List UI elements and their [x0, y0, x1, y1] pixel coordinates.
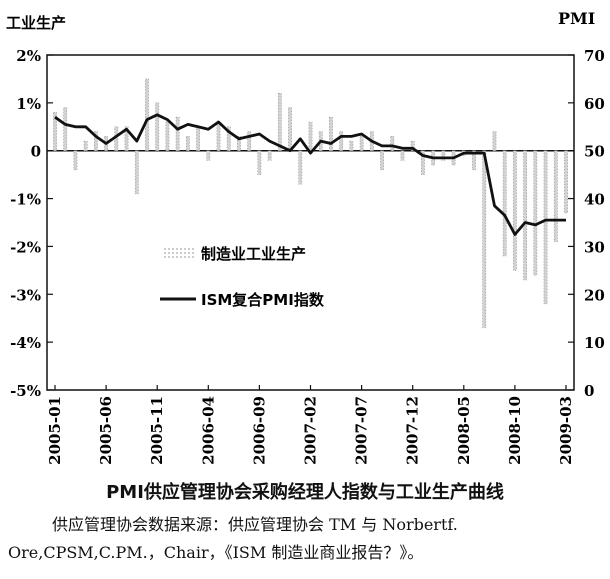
bar — [175, 116, 180, 152]
x-tick-label: 2008-10 — [506, 396, 524, 465]
legend-bar-swatch — [164, 248, 196, 258]
bar — [155, 102, 160, 152]
bar — [63, 107, 68, 152]
plot-frame — [46, 54, 575, 391]
legend-label-industrial-production: 制造业工业生产 — [201, 245, 306, 263]
pmi-series-line — [54, 113, 566, 236]
bar — [185, 136, 190, 152]
bar — [308, 121, 313, 152]
bar — [523, 150, 528, 281]
bar — [216, 121, 221, 152]
y-left-tick-label: -4% — [10, 334, 41, 352]
y-left-tick-label: 1% — [16, 95, 41, 113]
source-line-2: Ore,CPSM,C.PM.，Chair，《ISM 制造业商业报告？》。 — [8, 543, 424, 562]
bar — [349, 140, 354, 152]
chart-title: PMI供应管理协会采购经理人指数与工业生产曲线 — [106, 482, 504, 503]
bar — [380, 150, 384, 171]
legend: 制造业工业生产 ISM复合PMI指数 — [160, 245, 325, 309]
bar — [339, 131, 344, 152]
source-line-1: 供应管理协会数据来源：供应管理协会 TM 与 Norbertf. — [52, 515, 458, 534]
bar — [298, 150, 303, 185]
bar — [472, 150, 476, 171]
y-left-tick-label: -1% — [10, 191, 41, 209]
bar — [247, 131, 252, 152]
x-tick-label: 2006-04 — [199, 396, 217, 465]
bar — [533, 150, 538, 276]
y-right-tick-label: 30 — [584, 238, 605, 256]
x-tick-label: 2007-07 — [353, 396, 371, 465]
bar — [237, 136, 241, 152]
x-tick-label: 2007-12 — [404, 396, 422, 465]
bar — [206, 150, 211, 161]
y-right-tick-label: 0 — [584, 382, 594, 400]
y-right-tick-label: 60 — [584, 95, 605, 113]
bar — [53, 112, 57, 152]
bar — [226, 126, 231, 152]
y-right-tick-label: 70 — [584, 47, 605, 65]
bar — [543, 150, 548, 305]
bar — [482, 150, 487, 329]
y-right-tick-label: 50 — [584, 143, 605, 161]
bar — [400, 150, 405, 161]
bar — [277, 92, 282, 152]
y-right-tick-label: 40 — [584, 191, 605, 209]
bar — [492, 131, 497, 152]
bar — [359, 136, 364, 152]
x-tick-label: 2009-03 — [557, 396, 575, 465]
bar — [257, 150, 262, 175]
bar — [441, 150, 446, 161]
y-right-tick-label: 10 — [584, 334, 605, 352]
y-left-tick-label: -3% — [10, 286, 41, 304]
bar — [145, 78, 149, 152]
y-left-tick-label: -2% — [10, 238, 41, 256]
y-left-tick-label: 2% — [16, 47, 41, 65]
x-tick-label: 2007-02 — [302, 396, 320, 465]
bar — [329, 116, 333, 152]
x-tick-label: 2005-06 — [97, 396, 115, 465]
bar — [564, 150, 568, 214]
legend-label-pmi: ISM复合PMI指数 — [201, 291, 325, 309]
y-left-tick-label: -5% — [10, 382, 41, 400]
bar — [410, 140, 415, 152]
y-right-tick-label: 20 — [584, 286, 605, 304]
x-tick-label: 2006-09 — [250, 396, 268, 465]
bar — [421, 150, 425, 175]
bar — [553, 150, 558, 242]
bar — [93, 131, 98, 152]
bar — [390, 136, 395, 152]
bar — [124, 126, 129, 152]
bar — [83, 140, 88, 152]
bar — [512, 150, 517, 271]
bar — [288, 107, 292, 152]
x-tick-label: 2005-01 — [46, 396, 64, 465]
x-tick-label: 2005-11 — [148, 396, 166, 465]
bar — [134, 150, 139, 195]
bar — [267, 150, 272, 161]
x-tick-label: 2008-05 — [455, 396, 473, 465]
bar — [165, 121, 170, 152]
bar — [196, 126, 200, 152]
source-note: 供应管理协会数据来源：供应管理协会 TM 与 Norbertf. Ore,CPS… — [8, 511, 608, 567]
bar — [502, 150, 507, 257]
bar — [73, 150, 78, 171]
y-right-axis-label: PMI — [558, 9, 595, 28]
y-left-tick-label: 0 — [31, 143, 41, 161]
y-left-axis-label: 工业生产 — [6, 14, 66, 32]
chart: 工业生产 PMI 2% 1% 0 -1% -2% -3% -4% -5% 70 60 50 40 30… — [6, 9, 605, 465]
